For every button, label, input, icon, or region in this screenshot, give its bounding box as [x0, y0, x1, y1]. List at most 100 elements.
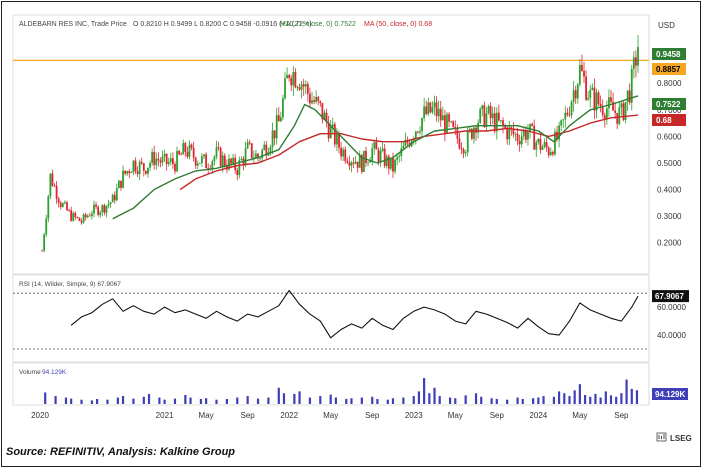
- candle-down: [435, 102, 438, 117]
- candle-up: [93, 204, 95, 214]
- ohlc-readout: O 0.8210 H 0.9499 L 0.8200 C 0.9458 -0.0…: [133, 21, 312, 28]
- volume-bar: [334, 397, 337, 404]
- lseg-logo: LSEG: [656, 432, 692, 443]
- candle-down: [313, 100, 315, 102]
- candle-down: [356, 161, 359, 168]
- candle-up: [261, 149, 264, 159]
- candle-up: [130, 172, 133, 174]
- candle-up: [138, 161, 141, 175]
- candle-down: [518, 141, 521, 145]
- volume-bar: [184, 395, 187, 404]
- candle-up: [115, 188, 118, 201]
- candle-down: [59, 202, 62, 207]
- volume-bar: [199, 398, 203, 404]
- candle-down: [124, 170, 127, 174]
- candle-up: [126, 171, 129, 174]
- volume-bar: [308, 397, 312, 404]
- candle-down: [375, 142, 378, 150]
- candle-up: [589, 89, 592, 99]
- volume-bar: [615, 396, 618, 404]
- candle-down: [462, 149, 465, 154]
- candle-up: [358, 154, 361, 168]
- price-tag-0-7522: [652, 98, 686, 110]
- candle-down: [74, 212, 77, 218]
- candle-up: [572, 90, 575, 102]
- volume-bar: [448, 397, 452, 404]
- candle-up: [433, 102, 436, 108]
- candle-up: [437, 108, 440, 117]
- candle-up: [576, 84, 579, 99]
- candle-up: [49, 173, 52, 197]
- x-tick-label: May: [323, 411, 338, 420]
- candle-up: [163, 153, 166, 157]
- x-tick-label: Sep: [614, 411, 629, 420]
- candle-down: [506, 127, 509, 140]
- candle-down: [136, 171, 139, 175]
- candle-up: [86, 215, 89, 218]
- candle-down: [319, 101, 322, 104]
- volume-bar: [563, 393, 566, 404]
- volume-bar: [293, 393, 296, 404]
- candle-up: [564, 112, 567, 120]
- candle-up: [591, 87, 594, 90]
- candle-down: [516, 133, 519, 142]
- candle-down: [574, 90, 577, 99]
- candle-down: [581, 64, 583, 71]
- price-tick-label: 0.3000: [657, 212, 682, 221]
- volume-bar: [480, 396, 483, 404]
- candle-up: [624, 102, 627, 120]
- candle-down: [80, 220, 83, 223]
- candle-up: [570, 101, 573, 116]
- candle-down: [70, 210, 73, 221]
- candle-down: [614, 110, 617, 113]
- candle-down: [377, 149, 380, 162]
- volume-bar: [215, 399, 218, 404]
- candle-up: [354, 161, 357, 164]
- candle-up: [500, 120, 502, 122]
- candle-up: [441, 115, 444, 121]
- candle-up: [543, 141, 546, 147]
- candle-down: [57, 198, 60, 203]
- x-tick-label: May: [448, 411, 463, 420]
- volume-bar: [474, 393, 478, 404]
- x-tick-label: May: [199, 411, 214, 420]
- candle-down: [344, 149, 347, 162]
- candle-down: [635, 57, 637, 66]
- volume-bar: [371, 396, 374, 404]
- volume-bar: [454, 398, 457, 404]
- candle-down: [583, 70, 585, 77]
- candle-up: [402, 145, 405, 149]
- candle-down: [53, 185, 56, 187]
- candle-up: [363, 150, 365, 172]
- candle-down: [97, 206, 100, 215]
- candle-down: [171, 158, 174, 164]
- volume-bar: [277, 387, 280, 404]
- candle-up: [275, 115, 278, 139]
- volume-bar: [350, 398, 353, 404]
- candle-down: [236, 170, 239, 175]
- candle-down: [95, 204, 97, 207]
- candle-up: [228, 158, 230, 170]
- candle-down: [547, 147, 550, 156]
- candle-up: [632, 57, 635, 69]
- candle-down: [273, 130, 276, 139]
- volume-bar: [376, 398, 379, 404]
- price-tick-label: 0.4000: [657, 186, 682, 195]
- candle-up: [263, 144, 266, 150]
- ma21-line: [112, 95, 639, 220]
- candle-up: [161, 156, 164, 163]
- volume-bar: [225, 398, 228, 404]
- volume-bar: [391, 398, 395, 404]
- candle-up: [396, 156, 399, 160]
- ma50-label: MA (50, close, 0) 0.68: [364, 21, 432, 28]
- candle-up: [431, 107, 434, 113]
- candle-down: [207, 168, 210, 169]
- candle-up: [213, 156, 216, 162]
- volume-bar: [423, 378, 426, 404]
- candle-up: [64, 202, 66, 204]
- volume-bar: [557, 391, 561, 404]
- volume-bar: [464, 395, 467, 404]
- candle-down: [531, 123, 534, 126]
- candle-up: [535, 142, 538, 150]
